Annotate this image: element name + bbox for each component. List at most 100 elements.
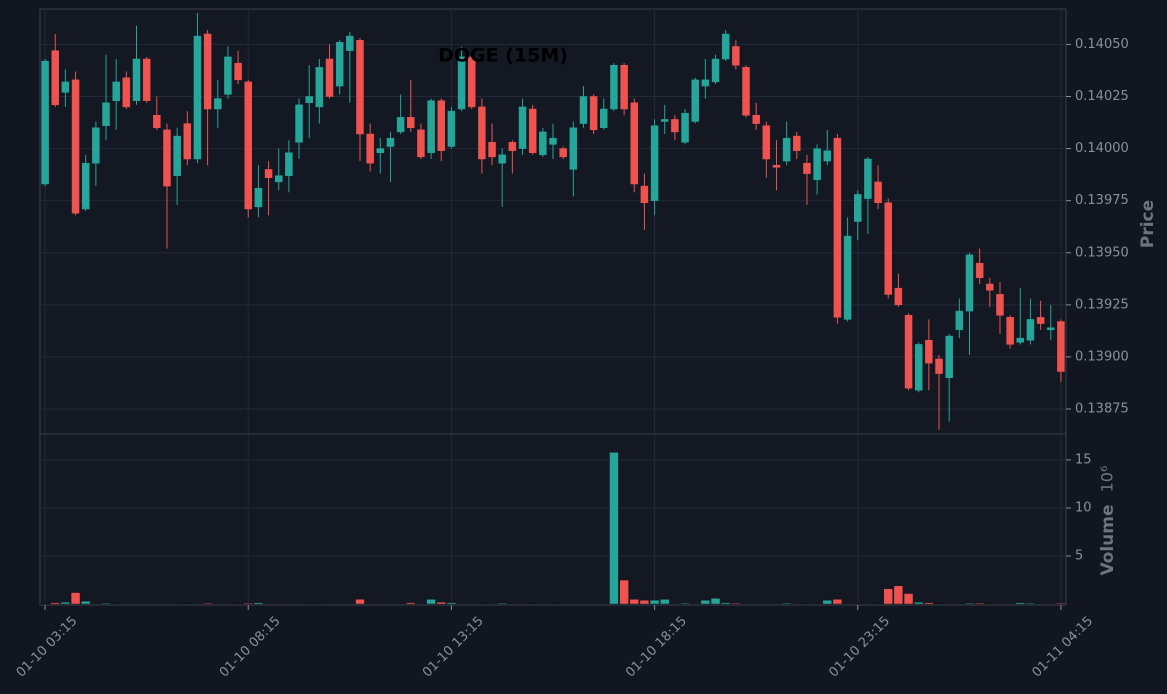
candle-body bbox=[742, 67, 750, 116]
candle-body bbox=[356, 40, 364, 135]
candle-body bbox=[163, 129, 171, 187]
candle-body bbox=[539, 131, 547, 156]
volume-bar bbox=[1056, 602, 1066, 605]
volume-bar bbox=[619, 579, 629, 605]
volume-bar bbox=[101, 602, 111, 605]
candle-body bbox=[417, 129, 425, 158]
y-tick-label: 0.13975 bbox=[1075, 193, 1129, 208]
candle-body bbox=[528, 108, 537, 153]
volume-bar bbox=[710, 598, 721, 605]
y-tick-label: 0.14025 bbox=[1075, 89, 1129, 104]
marks bbox=[40, 13, 1066, 605]
candle-body bbox=[376, 148, 385, 153]
y-tick-label: 0.14050 bbox=[1075, 37, 1129, 52]
candle-body bbox=[854, 194, 862, 222]
candle-body bbox=[549, 137, 557, 145]
chart-title: DOGE (15M) bbox=[438, 45, 568, 67]
candle-body bbox=[214, 98, 222, 110]
volume-bar bbox=[680, 602, 690, 605]
candle-body bbox=[782, 137, 791, 162]
candle-body bbox=[803, 162, 811, 174]
candle-body bbox=[975, 262, 984, 278]
candle-body bbox=[620, 65, 628, 110]
candle-body bbox=[92, 127, 100, 164]
candle-body bbox=[793, 135, 801, 151]
candle-body bbox=[833, 137, 842, 318]
volume-bar bbox=[924, 602, 934, 605]
candle-body bbox=[610, 65, 618, 110]
candle-body bbox=[691, 79, 699, 122]
candle-body bbox=[467, 56, 476, 108]
candle-body bbox=[1057, 321, 1065, 372]
volume-bar bbox=[720, 602, 731, 605]
candle-body bbox=[904, 315, 913, 389]
candle-body bbox=[285, 152, 293, 176]
candle-body bbox=[935, 358, 943, 374]
y-tick-label: 0.13925 bbox=[1075, 297, 1129, 312]
volume-bar bbox=[964, 602, 975, 605]
y-tick-label: 0.14000 bbox=[1075, 141, 1129, 156]
candle-body bbox=[447, 110, 456, 147]
candle-body bbox=[366, 133, 374, 164]
candle-body bbox=[925, 340, 933, 364]
candle-body bbox=[579, 96, 588, 124]
volume-bar bbox=[659, 598, 670, 605]
candle-body bbox=[61, 81, 70, 93]
volume-bar bbox=[883, 588, 893, 605]
candle-body bbox=[132, 58, 141, 101]
candle-body bbox=[41, 60, 49, 185]
volume-bar bbox=[406, 602, 416, 605]
candle-body bbox=[488, 142, 496, 158]
volume-axis-label: Volume bbox=[1098, 504, 1118, 575]
candle-body bbox=[437, 100, 446, 151]
volume-bar bbox=[609, 452, 619, 605]
candle-body bbox=[600, 108, 608, 128]
volume-bar bbox=[436, 601, 447, 605]
candle-body bbox=[569, 127, 578, 170]
volume-bar bbox=[70, 592, 81, 605]
candle-body bbox=[153, 115, 161, 128]
candle-body bbox=[51, 50, 59, 106]
candle-body bbox=[1016, 337, 1025, 343]
volume-bar bbox=[80, 600, 91, 605]
candle-body bbox=[407, 117, 415, 129]
candle-body bbox=[732, 46, 740, 66]
volume-bar bbox=[497, 602, 507, 605]
candle-body bbox=[386, 137, 395, 147]
candle-body bbox=[711, 58, 720, 83]
candle-body bbox=[823, 150, 832, 162]
candle-body bbox=[681, 112, 689, 143]
candle-body bbox=[346, 35, 354, 51]
volume-bar bbox=[629, 598, 640, 605]
candle-body bbox=[843, 235, 852, 320]
candle-body bbox=[1006, 317, 1014, 345]
candle-body bbox=[102, 102, 110, 126]
candle-body bbox=[945, 335, 953, 379]
x-tick-label: 01-10 13:15 bbox=[420, 614, 487, 681]
x-tick-label: 01-10 08:15 bbox=[217, 614, 284, 681]
candle-body bbox=[305, 96, 313, 103]
candle-body bbox=[884, 202, 892, 295]
volume-bar bbox=[253, 602, 264, 605]
candle-body bbox=[112, 81, 120, 101]
candle-body bbox=[498, 154, 506, 164]
candle-body bbox=[518, 106, 527, 149]
volume-bar bbox=[1015, 602, 1026, 605]
candle-body bbox=[254, 187, 263, 208]
volume-bar bbox=[446, 602, 457, 605]
volume-bar bbox=[832, 598, 843, 605]
candle-body bbox=[986, 283, 994, 291]
candle-body bbox=[752, 115, 760, 124]
volume-bar bbox=[913, 601, 924, 605]
candle-body bbox=[1047, 327, 1055, 331]
volume-bar bbox=[50, 602, 60, 605]
candle-body bbox=[71, 79, 80, 214]
candle-body bbox=[721, 33, 730, 60]
candle-body bbox=[864, 158, 872, 199]
candle-body bbox=[234, 62, 242, 81]
volume-bar bbox=[974, 602, 985, 605]
candle-body bbox=[264, 169, 273, 179]
candle-body bbox=[183, 123, 192, 160]
volume-bar bbox=[243, 602, 253, 605]
volume-bar bbox=[731, 602, 741, 605]
